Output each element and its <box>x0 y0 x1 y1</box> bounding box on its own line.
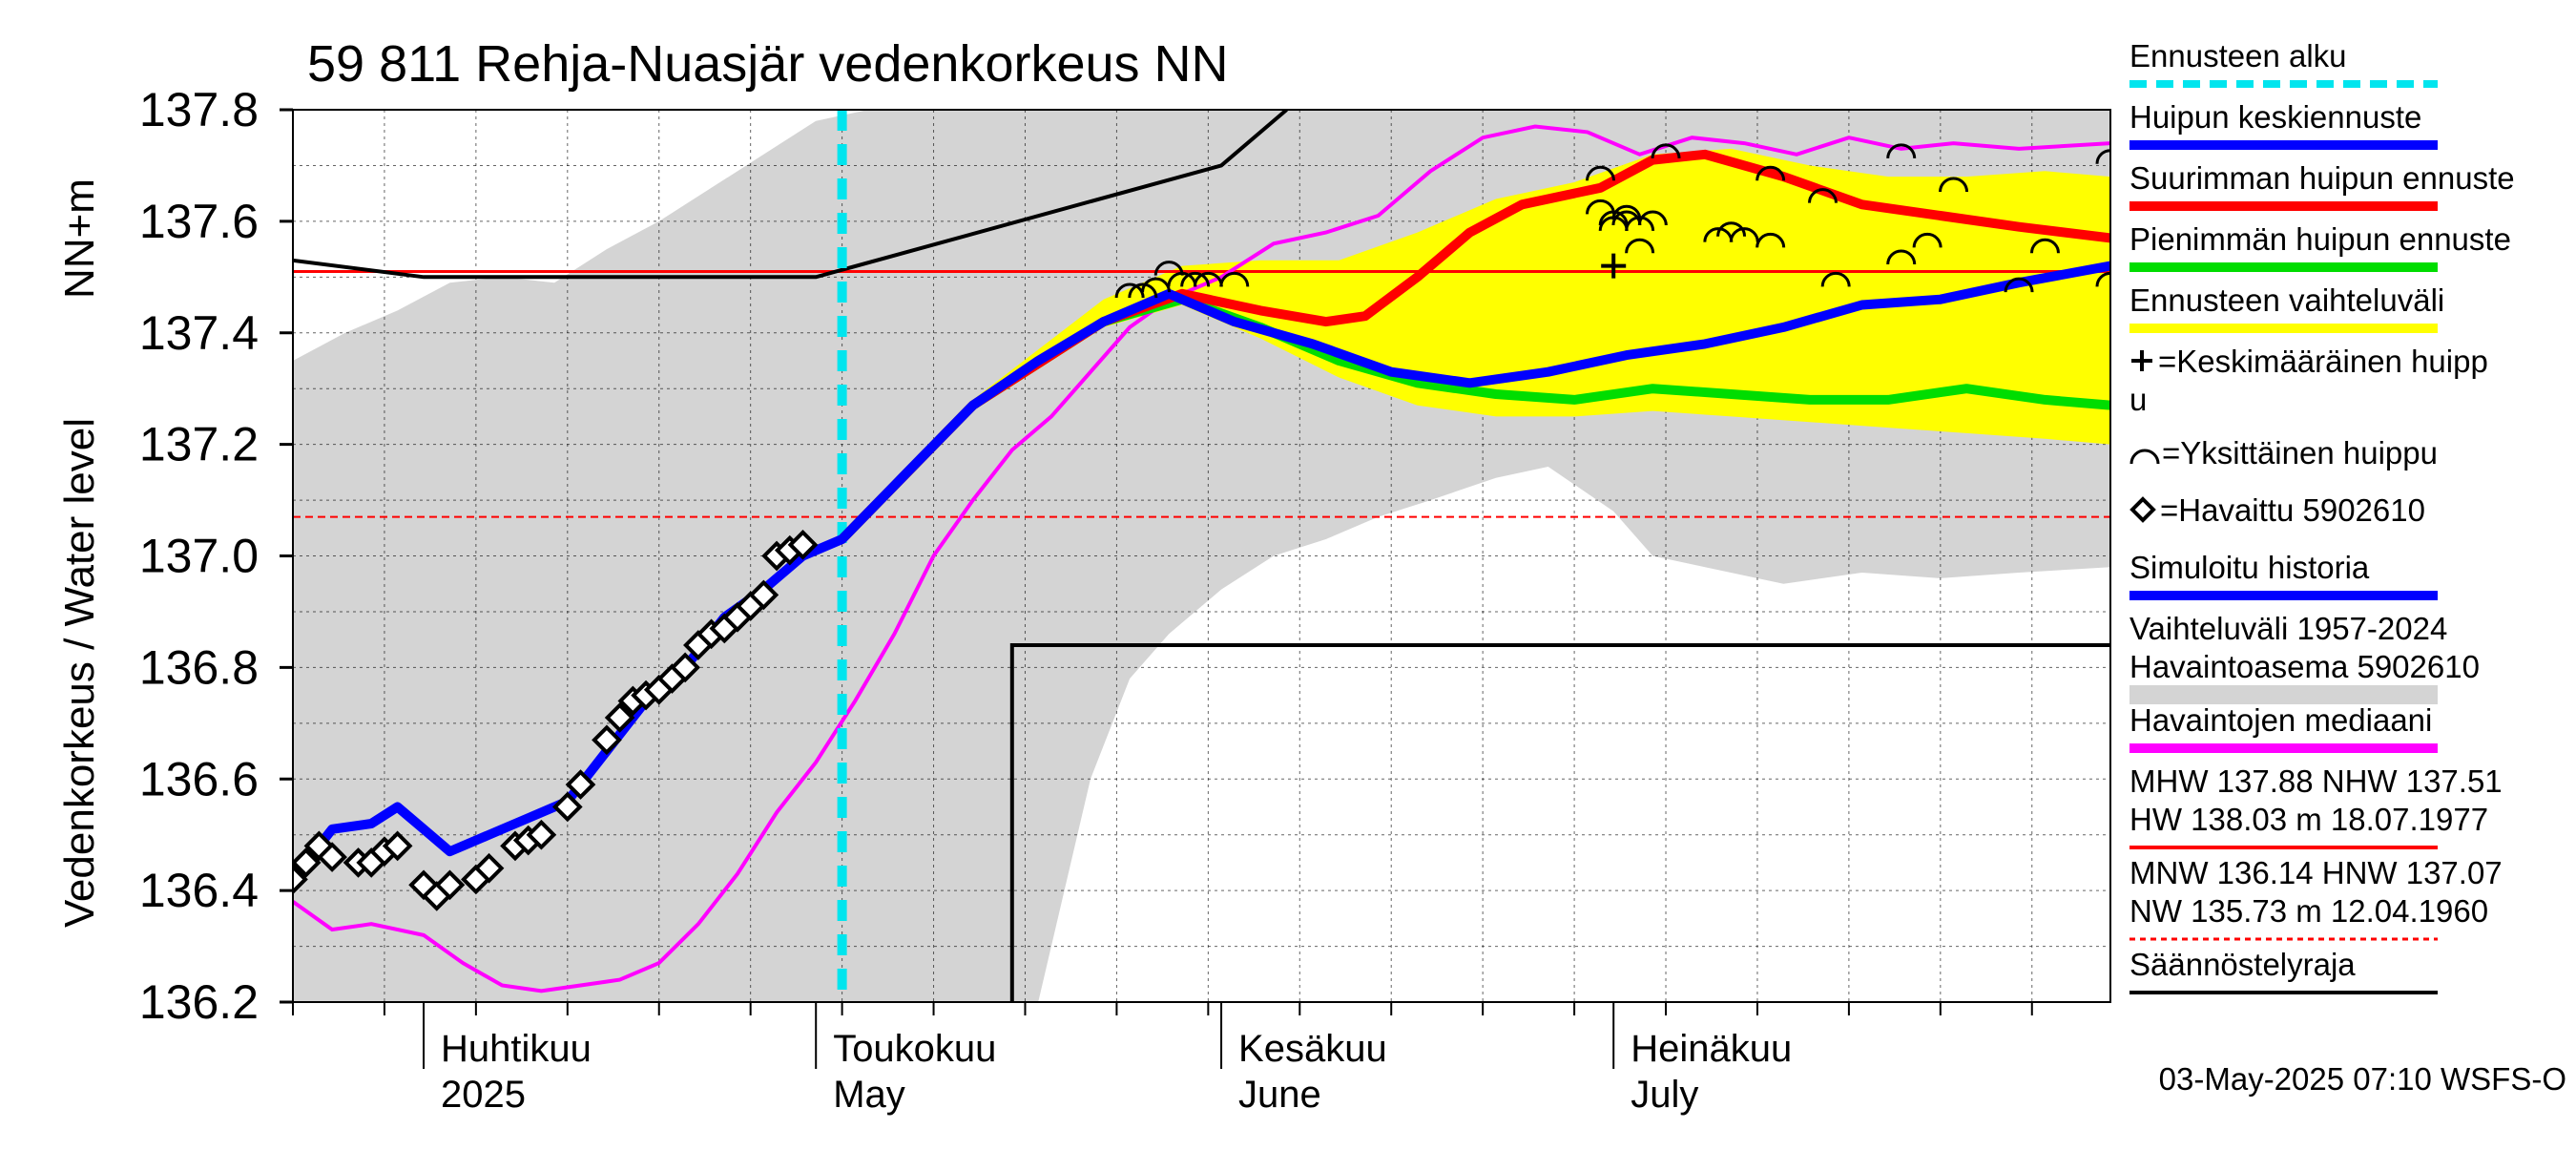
legend-label: Pienimmän huipun ennuste <box>2129 221 2511 257</box>
month-label-en: June <box>1238 1074 1321 1116</box>
legend-label: Huipun keskiennuste <box>2129 99 2421 135</box>
observed-point <box>604 702 635 733</box>
observed-point <box>565 769 596 800</box>
footer-timestamp: 03-May-2025 07:10 WSFS-O <box>2159 1061 2566 1097</box>
individual-peak-marker <box>1729 227 1759 242</box>
individual-peak-marker <box>2004 277 2034 293</box>
legend-label-line2: Havaintoasema 5902610 <box>2129 649 2480 684</box>
month-label-fi: Kesäkuu <box>1238 1028 1387 1070</box>
legend-swatch-band <box>2129 685 2438 704</box>
observed-point <box>787 529 819 560</box>
individual-peak-marker <box>1939 177 1969 193</box>
legend-swatch-arc <box>2129 449 2160 465</box>
observed-point <box>293 864 308 895</box>
individual-peak-marker <box>1586 199 1615 215</box>
legend-label-line2: NW 135.73 m 12.04.1960 <box>2129 893 2488 929</box>
individual-peak-marker <box>1637 210 1668 226</box>
observed-point <box>317 842 347 872</box>
observed-point <box>293 847 322 878</box>
individual-peak-marker <box>1716 221 1747 237</box>
y-axis-unit: NN+m <box>56 178 103 299</box>
individual-peak-marker <box>1153 261 1184 276</box>
legend-label-line2: HW 138.03 m 18.07.1977 <box>2129 802 2488 837</box>
y-tick-label: 136.6 <box>139 752 259 805</box>
individual-peak-marker <box>1611 204 1642 220</box>
regulation-limit-lower <box>1009 643 2110 1002</box>
y-tick-label: 136.8 <box>139 640 259 694</box>
observed-point <box>670 652 700 683</box>
y-tick-label: 137.4 <box>139 306 259 360</box>
individual-peak-marker <box>2029 238 2060 254</box>
month-label-en: May <box>833 1074 905 1116</box>
individual-peak-marker <box>1598 210 1629 226</box>
individual-peak-marker <box>1219 271 1250 287</box>
individual-peak-marker <box>1886 249 1917 265</box>
observed-point <box>551 791 583 823</box>
y-tick-label: 137.8 <box>139 83 259 136</box>
legend-swatch-plus <box>2131 350 2152 371</box>
legend-label: MHW 137.88 NHW 137.51 <box>2129 763 2503 799</box>
month-label-fi: Heinäkuu <box>1631 1028 1792 1070</box>
individual-peak-marker <box>1912 232 1942 248</box>
individual-peak-marker <box>1886 143 1917 159</box>
legend-label: Suurimman huipun ennuste <box>2129 160 2515 196</box>
y-tick-label: 136.2 <box>139 975 259 1029</box>
individual-peak-marker <box>1807 188 1838 203</box>
observed-point <box>382 830 413 862</box>
chart-title: 59 811 Rehja-Nuasjär vedenkorkeus NN <box>307 35 1229 93</box>
y-tick-label: 137.6 <box>139 195 259 248</box>
mean-peak-forecast-line <box>293 261 2110 885</box>
mean-peak-marker <box>1601 253 1627 279</box>
month-label-en: 2025 <box>441 1074 526 1116</box>
individual-peak-marker <box>1141 277 1172 293</box>
legend-label: Simuloitu historia <box>2129 550 2370 585</box>
legend-label-line2: u <box>2129 382 2147 417</box>
month-label-fi: Toukokuu <box>833 1028 996 1070</box>
individual-peak-marker <box>1651 143 1681 159</box>
legend-label: MNW 136.14 HNW 137.07 <box>2129 855 2503 890</box>
individual-peak-marker <box>2095 271 2110 287</box>
observed-point <box>473 852 505 884</box>
forecast-range-band <box>841 148 2110 545</box>
y-tick-label: 137.0 <box>139 530 259 583</box>
y-tick-label: 137.2 <box>139 418 259 471</box>
individual-peak-marker <box>1180 271 1211 287</box>
observed-point <box>592 724 622 756</box>
y-tick-label: 136.4 <box>139 864 259 917</box>
individual-peak-marker <box>1755 165 1786 181</box>
legend-label: Havaintojen mediaani <box>2129 702 2432 738</box>
month-label-fi: Huhtikuu <box>441 1028 592 1070</box>
legend-label: =Keskimääräinen huipp <box>2158 344 2488 379</box>
legend-label: =Yksittäinen huippu <box>2162 435 2438 470</box>
individual-peak-marker <box>1820 271 1851 287</box>
legend-label: Ennusteen vaihteluväli <box>2129 282 2444 318</box>
individual-peak-marker <box>1625 216 1655 231</box>
month-label-en: July <box>1631 1074 1698 1116</box>
legend-label: Vaihteluväli 1957-2024 <box>2129 611 2447 646</box>
y-axis-label: Vedenkorkeus / Water level <box>56 418 103 928</box>
observed-point <box>526 819 557 850</box>
observed-point <box>434 869 466 901</box>
legend-label: =Havaittu 5902610 <box>2160 492 2425 528</box>
regulation-limit-upper <box>293 110 1288 280</box>
legend-label: Säännöstelyraja <box>2129 947 2356 982</box>
plot-area <box>293 110 2110 1002</box>
individual-peak-marker <box>1625 238 1655 254</box>
observed-point <box>748 579 779 611</box>
legend-swatch-diamond <box>2129 496 2156 523</box>
individual-peak-marker <box>1586 165 1615 181</box>
median-line <box>293 124 2110 993</box>
individual-peak-marker <box>1114 282 1145 299</box>
individual-peak-marker <box>1755 232 1786 248</box>
individual-peak-marker <box>2095 149 2110 164</box>
individual-peak-marker <box>1128 282 1158 299</box>
legend-label: Ennusteen alku <box>2129 38 2347 73</box>
